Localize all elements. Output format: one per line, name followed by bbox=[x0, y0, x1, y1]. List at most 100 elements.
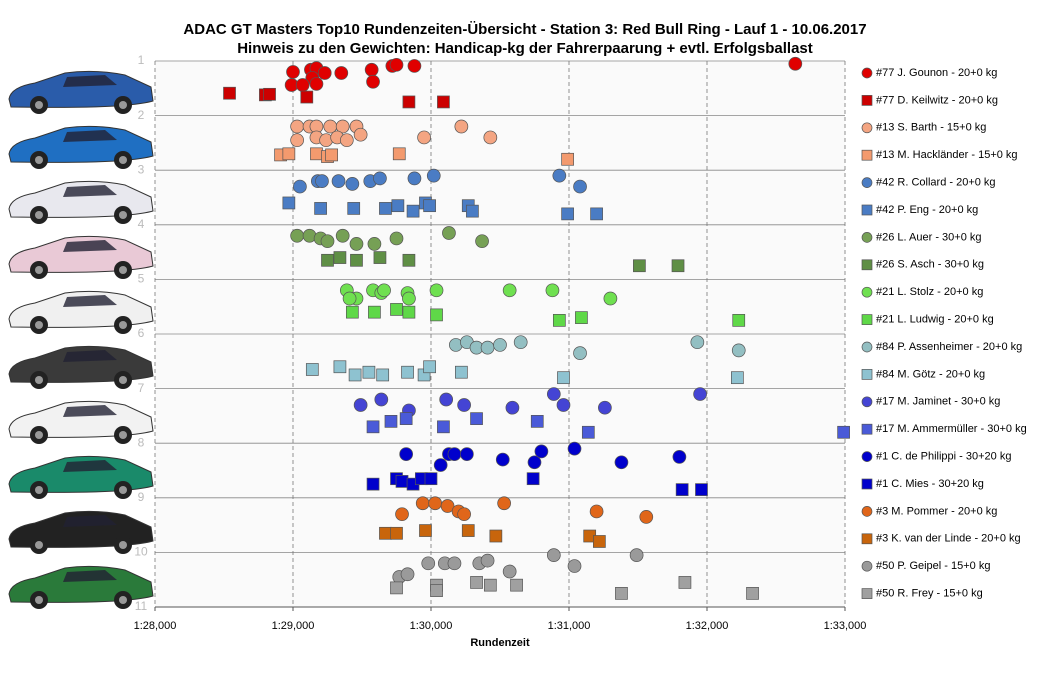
point bbox=[678, 576, 692, 589]
point bbox=[552, 168, 567, 183]
point bbox=[837, 425, 850, 439]
point bbox=[415, 496, 430, 511]
legend-label: #3 K. van der Linde - 20+0 kg bbox=[876, 533, 1021, 545]
point bbox=[333, 251, 347, 264]
point bbox=[746, 586, 759, 600]
point bbox=[530, 415, 544, 428]
point bbox=[373, 171, 387, 186]
point bbox=[440, 499, 455, 513]
point bbox=[633, 259, 646, 273]
point bbox=[593, 535, 606, 548]
legend-label: #42 R. Collard - 20+0 kg bbox=[876, 177, 996, 189]
x-tick-label: 1:29,000 bbox=[272, 620, 315, 632]
point bbox=[290, 228, 304, 243]
legend-marker bbox=[861, 259, 873, 271]
y-tick-label: 11 bbox=[135, 599, 148, 613]
point bbox=[395, 507, 409, 522]
point bbox=[470, 412, 483, 425]
point bbox=[348, 368, 362, 382]
point bbox=[345, 305, 359, 319]
point bbox=[400, 567, 415, 582]
y-tick-label: 5 bbox=[138, 272, 145, 286]
x-tick-label: 1:28,000 bbox=[134, 620, 177, 632]
y-tick-label: 6 bbox=[138, 326, 145, 340]
car-17 bbox=[8, 400, 154, 445]
point bbox=[589, 504, 604, 519]
point bbox=[290, 133, 304, 148]
point bbox=[390, 303, 403, 316]
point bbox=[493, 338, 507, 352]
point bbox=[581, 425, 595, 439]
point bbox=[377, 283, 391, 298]
point bbox=[615, 586, 628, 600]
point bbox=[455, 365, 468, 379]
legend-label: #77 J. Gounon - 20+0 kg bbox=[876, 67, 997, 79]
point bbox=[497, 496, 511, 511]
point bbox=[545, 283, 560, 298]
point bbox=[466, 204, 479, 218]
point bbox=[546, 548, 561, 562]
point bbox=[419, 524, 432, 537]
point bbox=[561, 207, 574, 221]
point bbox=[557, 371, 570, 385]
legend-marker bbox=[861, 560, 873, 572]
point bbox=[552, 314, 566, 327]
point bbox=[395, 475, 409, 488]
point bbox=[614, 455, 629, 470]
point bbox=[598, 400, 612, 415]
point bbox=[495, 452, 510, 467]
point bbox=[345, 177, 360, 191]
car-84 bbox=[8, 345, 154, 390]
car-1 bbox=[8, 455, 154, 500]
x-axis-label: Rundenzeit bbox=[470, 637, 530, 649]
car-42 bbox=[8, 180, 154, 225]
y-tick-label: 7 bbox=[138, 381, 145, 395]
point bbox=[379, 202, 392, 215]
point bbox=[423, 199, 436, 213]
point bbox=[309, 77, 324, 91]
point bbox=[788, 56, 803, 71]
legend-marker bbox=[861, 369, 873, 380]
y-tick-label: 4 bbox=[138, 217, 145, 231]
point bbox=[342, 291, 357, 306]
point bbox=[561, 152, 574, 166]
legend-label: #26 L. Auer - 30+0 kg bbox=[876, 231, 982, 243]
point bbox=[731, 343, 746, 358]
point bbox=[407, 171, 422, 186]
legend-marker bbox=[861, 95, 873, 106]
legend-label: #42 P. Eng - 20+0 kg bbox=[876, 204, 978, 216]
car-26 bbox=[8, 235, 154, 280]
legend-marker bbox=[861, 423, 873, 435]
legend-marker bbox=[861, 232, 873, 243]
point bbox=[367, 237, 382, 251]
x-tick-label: 1:32,000 bbox=[686, 620, 729, 632]
point bbox=[373, 251, 387, 264]
point bbox=[483, 578, 497, 592]
point bbox=[353, 127, 368, 142]
point bbox=[407, 59, 422, 73]
legend-marker bbox=[861, 478, 873, 490]
y-tick-label: 8 bbox=[138, 435, 145, 449]
point bbox=[390, 581, 403, 595]
point bbox=[399, 447, 414, 461]
point bbox=[421, 556, 436, 571]
point bbox=[430, 308, 443, 322]
point bbox=[573, 179, 587, 194]
point bbox=[391, 199, 405, 213]
point bbox=[513, 335, 528, 350]
point bbox=[366, 420, 380, 434]
y-tick-label: 3 bbox=[138, 162, 145, 176]
point bbox=[489, 529, 503, 543]
point bbox=[603, 291, 618, 306]
point bbox=[590, 207, 603, 221]
point bbox=[567, 559, 582, 573]
point bbox=[731, 371, 744, 385]
legend-marker bbox=[861, 396, 873, 408]
point bbox=[406, 204, 420, 218]
legend-label: #13 M. Hackländer - 15+0 kg bbox=[876, 149, 1018, 161]
legend-marker bbox=[861, 588, 873, 599]
point bbox=[461, 524, 475, 537]
point bbox=[534, 444, 549, 459]
point bbox=[442, 226, 456, 240]
legend-label: #21 L. Ludwig - 20+0 kg bbox=[876, 314, 994, 326]
